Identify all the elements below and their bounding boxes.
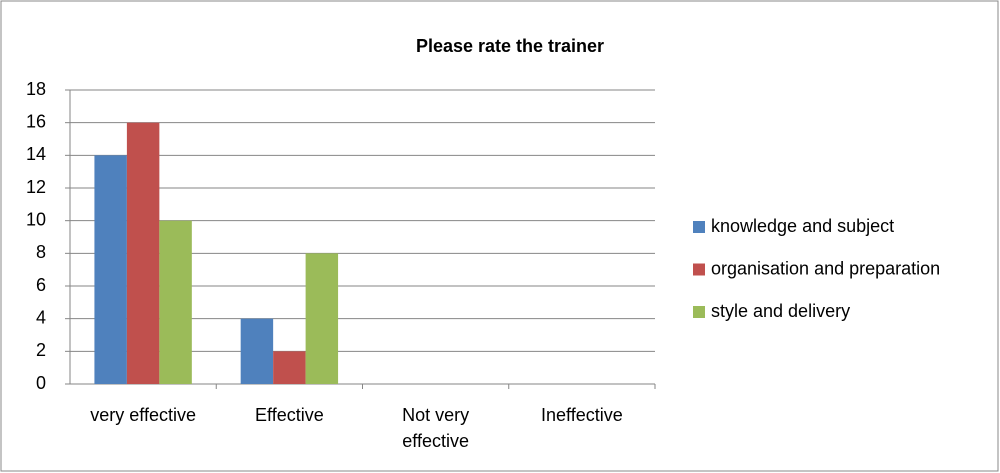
chart-title: Please rate the trainer: [416, 36, 604, 56]
x-tick-label: Effective: [255, 405, 324, 425]
legend-swatch: [693, 221, 705, 233]
y-tick-label: 2: [36, 340, 46, 360]
y-tick-label: 14: [26, 144, 46, 164]
y-tick-label: 4: [36, 307, 46, 327]
bar: [240, 318, 274, 384]
y-tick-label: 0: [36, 373, 46, 393]
legend-label: knowledge and subject: [711, 216, 894, 236]
y-tick-label: 6: [36, 275, 46, 295]
y-tick-label: 12: [26, 177, 46, 197]
bar: [273, 351, 306, 384]
x-tick-label: very effective: [90, 405, 196, 425]
y-tick-label: 18: [26, 79, 46, 99]
bar: [159, 220, 192, 384]
x-tick-label: Ineffective: [541, 405, 623, 425]
legend-label: style and delivery: [711, 301, 850, 321]
legend-label: organisation and preparation: [711, 258, 940, 278]
bar: [305, 253, 339, 384]
x-tick-label: Not very effective: [402, 405, 470, 451]
legend-swatch: [693, 263, 705, 276]
legend-swatch: [693, 306, 705, 318]
y-tick-label: 8: [36, 242, 46, 262]
y-tick-label: 10: [26, 209, 46, 229]
y-tick-label: 16: [26, 111, 46, 131]
bar: [94, 155, 127, 384]
bar: [126, 122, 160, 385]
